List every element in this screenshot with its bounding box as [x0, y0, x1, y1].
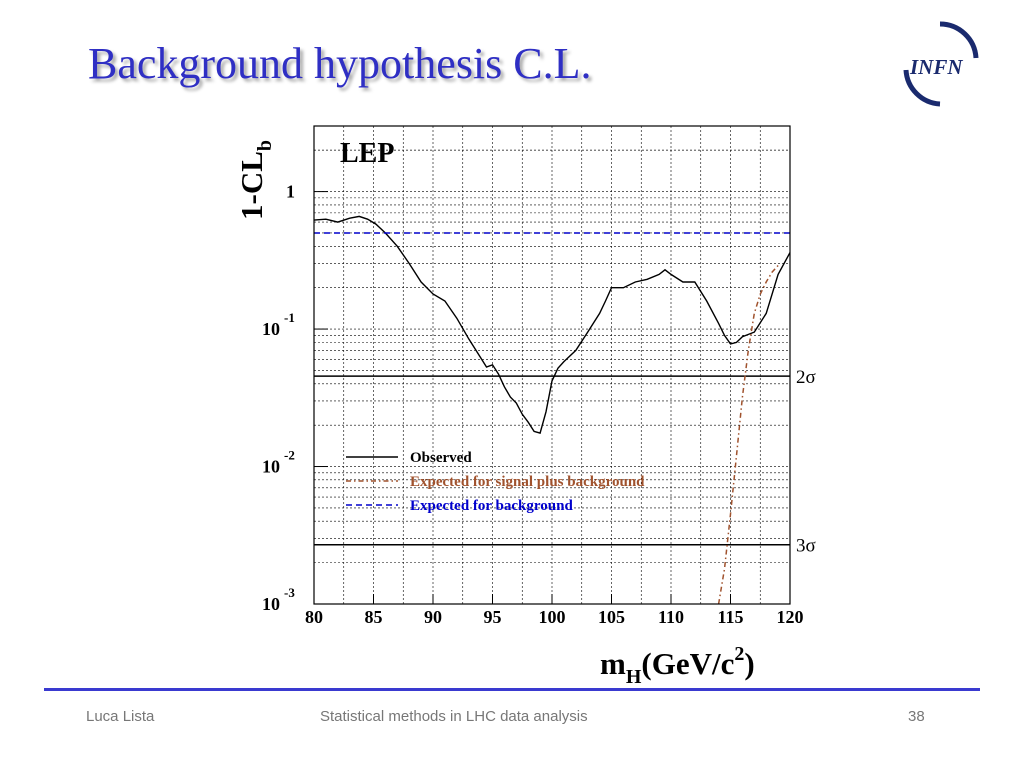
- sigma-lines: 2σ 3σ: [314, 367, 816, 557]
- y-axis-label: 1-CLb: [234, 140, 276, 220]
- x-tick-label: 95: [484, 607, 502, 627]
- legend-label: Expected for background: [410, 498, 573, 514]
- y-tick-label: 1: [286, 182, 295, 202]
- infn-logo: INFN: [903, 21, 979, 107]
- y-axis-label-sub: b: [254, 140, 276, 151]
- x-tick-label: 120: [777, 607, 804, 627]
- y-tick-label: 10-3: [262, 585, 295, 614]
- x-axis-label: mH(GeV/c2): [600, 643, 755, 688]
- chart-grid: [313, 125, 791, 605]
- x-tick-label: 80: [305, 607, 323, 627]
- y-tick-label: 10-1: [262, 310, 295, 339]
- x-tick-label: 105: [598, 607, 625, 627]
- chart-series: [313, 215, 791, 605]
- chart: 2σ 3σ 80 85 90 95 100 105 110 115 120 1 10-1 10-2 10-…: [234, 125, 816, 688]
- legend-label: Expected for signal plus background: [410, 474, 645, 490]
- x-tick-label: 90: [424, 607, 442, 627]
- x-tick-label: 110: [658, 607, 684, 627]
- chart-legend: Observed Expected for signal plus backgro…: [346, 450, 645, 514]
- slide-title: Background hypothesis C.L.: [88, 39, 592, 88]
- x-tick-label: 100: [539, 607, 566, 627]
- footer-page-number: 38: [908, 708, 925, 725]
- legend-label: Observed: [410, 450, 472, 466]
- sigma-label: 2σ: [796, 367, 816, 388]
- logo-text: INFN: [909, 55, 963, 79]
- footer-divider: [44, 688, 980, 691]
- axis-ticks: 80 85 90 95 100 105 110 115 120 1 10-1 10-2 10-3: [262, 182, 804, 627]
- x-tick-label: 85: [365, 607, 383, 627]
- series-line-0: [313, 215, 791, 434]
- footer-author: Luca Lista: [86, 708, 155, 725]
- y-tick-label: 10-2: [262, 448, 295, 477]
- x-axis-label-sub: H: [626, 666, 642, 688]
- footer-course: Statistical methods in LHC data analysis: [320, 708, 588, 725]
- chart-title: LEP: [340, 138, 394, 169]
- x-tick-label: 115: [717, 607, 743, 627]
- series-line-1: [717, 264, 779, 605]
- sigma-label: 3σ: [796, 536, 816, 557]
